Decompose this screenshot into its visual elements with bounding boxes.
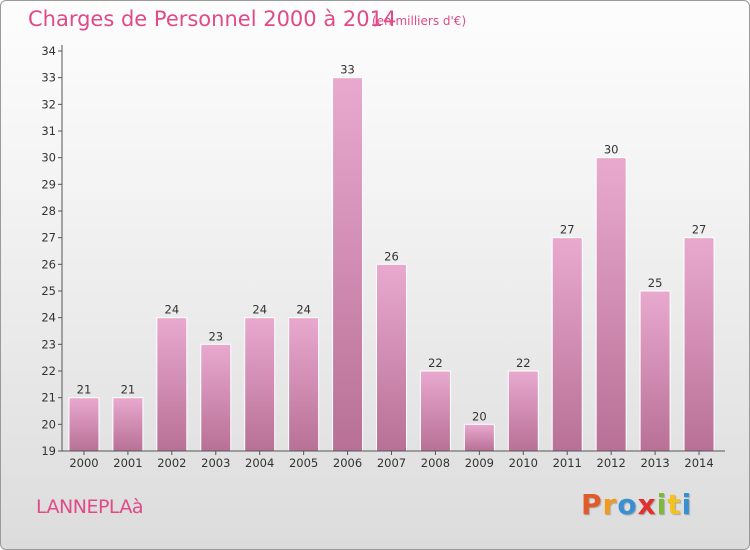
x-tick-label-2010: 2010 <box>509 456 538 470</box>
x-tick-label-2008: 2008 <box>421 456 450 470</box>
y-tick-label-30: 30 <box>41 151 56 165</box>
bar-2010 <box>507 370 539 452</box>
y-tick-label-22: 22 <box>41 364 56 378</box>
bar-2013 <box>639 290 671 452</box>
x-tick-label-2014: 2014 <box>684 456 713 470</box>
y-tick-label-34: 34 <box>41 44 56 58</box>
value-label-2001: 21 <box>121 383 136 397</box>
x-tick-label-2012: 2012 <box>597 456 626 470</box>
x-tick-label-2001: 2001 <box>113 456 142 470</box>
y-tick-label-28: 28 <box>41 204 56 218</box>
y-tick-label-29: 29 <box>41 177 56 191</box>
bar-2005 <box>288 317 320 452</box>
value-label-2004: 24 <box>252 303 267 317</box>
value-label-2014: 27 <box>692 223 707 237</box>
y-tick-label-25: 25 <box>41 284 56 298</box>
y-tick-label-26: 26 <box>41 257 56 271</box>
value-label-2005: 24 <box>296 303 311 317</box>
x-tick-label-2011: 2011 <box>553 456 582 470</box>
value-label-2008: 22 <box>428 356 443 370</box>
bar-2007 <box>376 263 407 452</box>
bar-2009 <box>463 423 495 452</box>
value-label-2002: 24 <box>165 303 180 317</box>
brand-logo-letter: o <box>617 488 638 521</box>
y-tick-label-33: 33 <box>41 71 56 85</box>
x-tick-label-2003: 2003 <box>201 456 230 470</box>
value-label-2000: 21 <box>77 383 92 397</box>
value-label-2007: 26 <box>384 249 399 263</box>
brand-logo-letter: x <box>637 488 657 521</box>
bar-2014 <box>683 237 715 452</box>
bars-layer: 21 21 24 23 24 24 33 26 22 20 22 27 30 25 27 <box>68 63 715 452</box>
value-label-2013: 25 <box>648 276 663 290</box>
value-label-2006: 33 <box>340 63 355 77</box>
y-tick-label-20: 20 <box>41 417 56 431</box>
y-tick-label-19: 19 <box>41 444 56 458</box>
bar-2002 <box>156 317 188 452</box>
x-tick-label-2005: 2005 <box>289 456 318 470</box>
brand-logo-letter: r <box>602 488 618 521</box>
x-tick-label-2000: 2000 <box>69 456 98 470</box>
brand-logo-letter: t <box>667 488 682 521</box>
value-label-2003: 23 <box>208 329 223 343</box>
value-label-2010: 22 <box>516 356 531 370</box>
value-label-2012: 30 <box>604 143 619 157</box>
y-tick-label-31: 31 <box>41 124 56 138</box>
y-tick-label-23: 23 <box>41 337 56 351</box>
y-tick-label-27: 27 <box>41 231 56 245</box>
x-tick-label-2004: 2004 <box>245 456 274 470</box>
brand-logo: Proxiti <box>581 488 692 521</box>
brand-logo-letter: P <box>581 488 603 521</box>
bar-2001 <box>112 397 144 452</box>
x-tick-label-2007: 2007 <box>377 456 406 470</box>
chart-subtitle: (en milliers d'€) <box>372 14 467 28</box>
bar-2008 <box>419 370 451 452</box>
y-tick-label-24: 24 <box>41 311 56 325</box>
value-label-2011: 27 <box>560 223 575 237</box>
bar-2003 <box>200 343 232 452</box>
bar-2006 <box>332 77 364 452</box>
y-tick-label-21: 21 <box>41 391 56 405</box>
chart-title: Charges de Personnel 2000 à 2014 <box>28 7 397 31</box>
brand-logo-letter: i <box>656 488 668 521</box>
commune-name: LANNEPLAà <box>36 496 144 518</box>
y-tick-label-32: 32 <box>41 97 56 111</box>
x-tick-label-2009: 2009 <box>465 456 494 470</box>
bar-2012 <box>595 157 627 452</box>
axes-layer: 2000 2001 2002 2003 2004 2005 2006 2007 2008 2009… <box>41 44 725 470</box>
brand-logo-letter: i <box>681 488 693 521</box>
bar-2004 <box>244 317 276 452</box>
value-label-2009: 20 <box>472 409 487 423</box>
x-tick-label-2002: 2002 <box>157 456 186 470</box>
x-tick-label-2006: 2006 <box>333 456 362 470</box>
bar-2011 <box>551 237 583 452</box>
bar-2000 <box>68 397 100 452</box>
x-tick-label-2013: 2013 <box>640 456 669 470</box>
